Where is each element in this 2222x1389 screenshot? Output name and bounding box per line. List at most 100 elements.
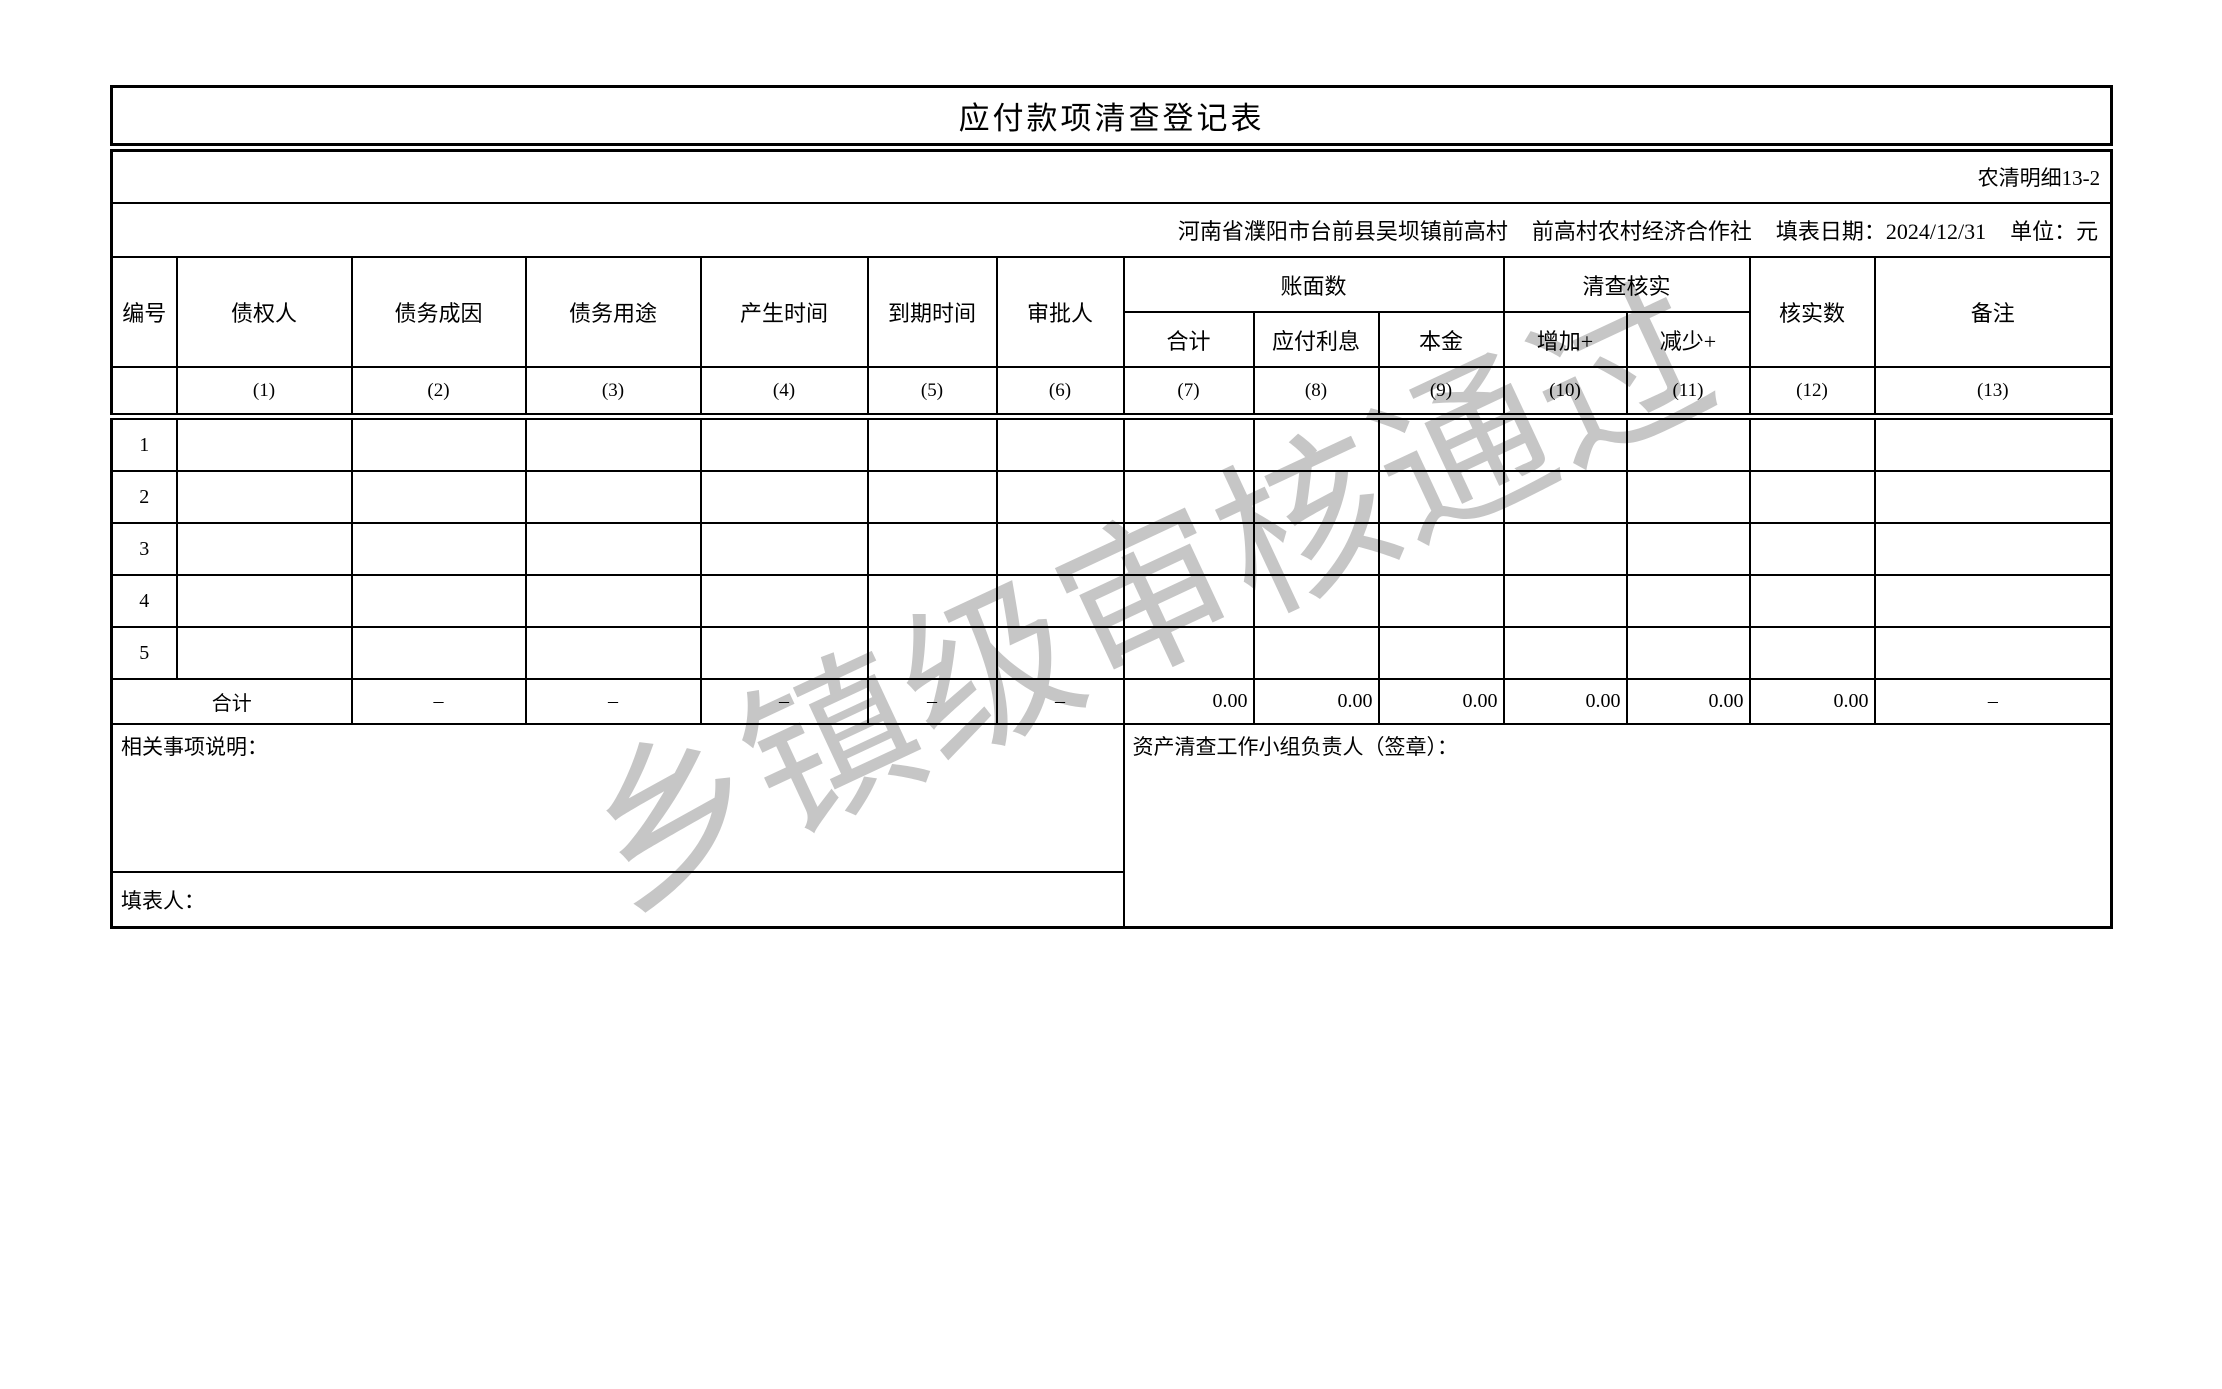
empty-cell [1625, 626, 1751, 680]
footer-preparer-row: 填表人： [110, 871, 2112, 929]
empty-cell [1377, 626, 1505, 680]
empty-cell [866, 626, 998, 680]
group-header-book-amount: 账面数 [1122, 256, 1505, 313]
col-number-cell: (3) [524, 366, 702, 420]
empty-cell [1377, 415, 1505, 472]
empty-cell [1252, 522, 1380, 576]
header-row-groups: 编号 债权人 债务成因 债务用途 产生时间 到期时间 审批人 账面数 清查核实 … [110, 256, 2113, 368]
sub-header-decrease: 减少+ [1625, 311, 1751, 368]
empty-cell [1377, 574, 1505, 628]
empty-cell [1748, 470, 1876, 524]
col-number-cell: (2) [350, 366, 527, 420]
totals-amount-cell: 0.00 [1122, 678, 1255, 725]
empty-cell [1252, 415, 1380, 472]
empty-cell [1122, 626, 1255, 680]
empty-cell [1748, 522, 1876, 576]
table-row-4: 4 [110, 574, 2113, 628]
title-row: 应付款项清查登记表 [110, 85, 2113, 152]
info-line: 河南省濮阳市台前县吴坝镇前高村 前高村农村经济合作社 填表日期：2024/12/31… [110, 202, 2113, 258]
empty-cell [1252, 470, 1380, 524]
empty-cell [1873, 626, 2113, 680]
empty-cell [524, 470, 702, 524]
empty-cell [1502, 415, 1628, 472]
empty-cell [175, 626, 353, 680]
col-header-number: 编号 [110, 256, 178, 368]
totals-amount-cell: 0.00 [1377, 678, 1505, 725]
preparer-label-cell: 填表人： [110, 871, 1125, 929]
empty-cell [866, 415, 998, 472]
empty-cell [995, 626, 1125, 680]
totals-row: 合计 – – – – – 0.00 0.00 0.00 0.00 0.00 0.… [110, 678, 2113, 725]
empty-cell [524, 626, 702, 680]
empty-cell [1873, 470, 2113, 524]
col-number-cell: (10) [1502, 366, 1628, 420]
sub-header-interest-payable: 应付利息 [1252, 311, 1380, 368]
empty-cell [1502, 470, 1628, 524]
empty-cell [175, 470, 353, 524]
empty-cell [1873, 574, 2113, 628]
empty-cell [1748, 574, 1876, 628]
notes-label-cell: 相关事项说明： [110, 723, 1125, 873]
totals-dash-cell: – [524, 678, 702, 725]
column-number-row: (1) (2) (3) (4) (5) (6) (7) (8) (9) (10)… [110, 366, 2113, 420]
empty-cell [350, 522, 527, 576]
info-location: 河南省濮阳市台前县吴坝镇前高村 [1177, 219, 1508, 244]
col-number-cell: (4) [699, 366, 869, 420]
table-row-3: 3 [110, 522, 2113, 576]
empty-cell [524, 574, 702, 628]
totals-remark-dash: – [1873, 678, 2113, 725]
row-number: 2 [110, 470, 178, 524]
empty-cell [1625, 574, 1751, 628]
empty-cell [1377, 522, 1505, 576]
row-number: 1 [110, 415, 178, 472]
empty-cell [1502, 626, 1628, 680]
totals-amount-cell: 0.00 [1502, 678, 1628, 725]
col-header-occur-time: 产生时间 [699, 256, 869, 368]
empty-cell [1873, 415, 2113, 472]
table-row-5: 5 [110, 626, 2113, 680]
empty-cell [1122, 574, 1255, 628]
empty-cell [995, 415, 1125, 472]
totals-dash-cell: – [699, 678, 869, 725]
empty-cell [995, 470, 1125, 524]
empty-cell [995, 522, 1125, 576]
signer-label-cell: 资产清查工作小组负责人（签章）： [1122, 723, 2113, 929]
info-row: 河南省濮阳市台前县吴坝镇前高村 前高村农村经济合作社 填表日期：2024/12/31… [110, 202, 2113, 258]
empty-cell [1748, 415, 1876, 472]
form-code: 农清明细13-2 [110, 146, 2113, 204]
empty-cell [699, 415, 869, 472]
col-number-cell: (7) [1122, 366, 1255, 420]
empty-cell [1122, 415, 1255, 472]
fill-date-label: 填表日期： [1775, 219, 1886, 244]
empty-cell [866, 574, 998, 628]
col-number-cell: (6) [995, 366, 1125, 420]
empty-cell [1252, 626, 1380, 680]
col-header-creditor: 债权人 [175, 256, 353, 368]
col-number-blank [110, 366, 178, 420]
empty-cell [1873, 522, 2113, 576]
info-organization: 前高村农村经济合作社 [1531, 219, 1752, 244]
unit-label: 单位： [2010, 219, 2077, 244]
col-header-debt-use: 债务用途 [524, 256, 702, 368]
header-row-subcolumns: 合计 应付利息 本金 增加+ 减少+ [112, 311, 2112, 368]
col-number-cell: (8) [1252, 366, 1380, 420]
sub-header-increase: 增加+ [1502, 311, 1628, 368]
group-header-verification: 清查核实 [1502, 256, 1751, 313]
row-number: 4 [110, 574, 178, 628]
empty-cell [1625, 415, 1751, 472]
empty-cell [699, 470, 869, 524]
empty-cell [866, 470, 998, 524]
empty-cell [350, 574, 527, 628]
col-number-cell: (1) [175, 366, 353, 420]
empty-cell [699, 522, 869, 576]
totals-amount-cell: 0.00 [1748, 678, 1876, 725]
sub-header-principal: 本金 [1377, 311, 1505, 368]
table-row-1: 1 [110, 415, 2113, 472]
empty-cell [1502, 574, 1628, 628]
payables-verification-form: 应付款项清查登记表 农清明细13-2 河南省濮阳市台前县吴坝镇前高村 前高村农村经… [110, 85, 2114, 929]
empty-cell [175, 574, 353, 628]
empty-cell [524, 522, 702, 576]
empty-cell [699, 574, 869, 628]
empty-cell [1748, 626, 1876, 680]
empty-cell [350, 470, 527, 524]
